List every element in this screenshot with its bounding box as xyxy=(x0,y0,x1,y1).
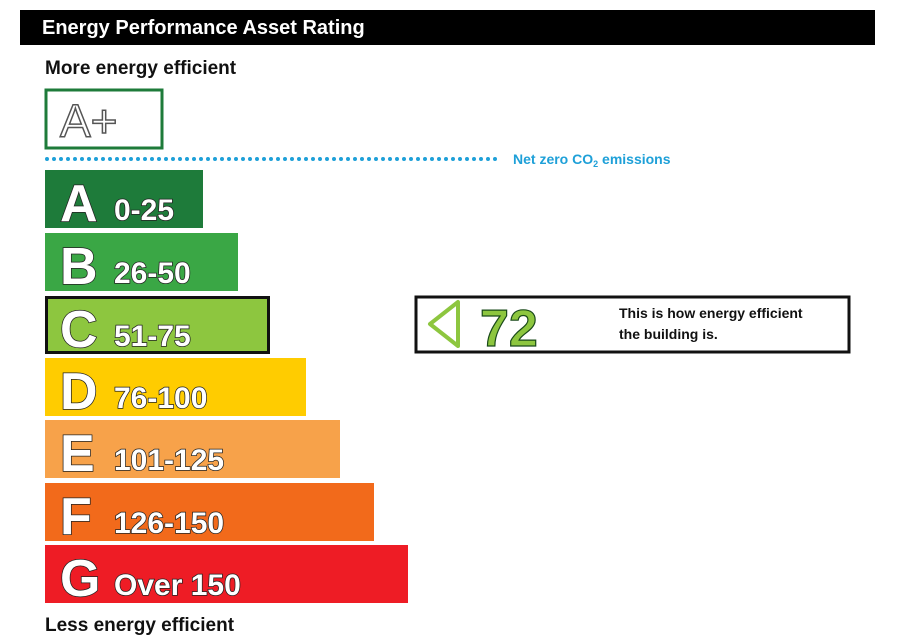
band-letter: B xyxy=(60,238,98,296)
band-letter: G xyxy=(60,550,100,608)
band-bar xyxy=(45,545,408,603)
band-range: 126-150 xyxy=(114,507,224,540)
band-range: 26-50 xyxy=(114,257,191,290)
net-zero-suffix: emissions xyxy=(598,151,671,167)
band-bar xyxy=(45,358,306,416)
net-zero-subscript: 2 xyxy=(593,159,598,169)
band-range: Over 150 xyxy=(114,569,241,602)
band-letter: A xyxy=(60,175,98,233)
band-bar xyxy=(45,170,203,228)
bottom-label: Less energy efficient xyxy=(45,615,235,636)
band-range: 0-25 xyxy=(114,194,174,227)
band-letter: E xyxy=(60,425,95,483)
band-letter: D xyxy=(60,363,98,421)
a-plus-label: A+ xyxy=(60,95,118,147)
band-letter: C xyxy=(60,301,98,359)
band-bar xyxy=(45,420,340,478)
title-bar xyxy=(20,10,875,45)
rating-text: the building is. xyxy=(619,326,718,342)
rating-box xyxy=(414,295,851,354)
band-bar xyxy=(45,483,374,541)
a-plus-box xyxy=(44,88,164,150)
band-range: 76-100 xyxy=(114,382,207,415)
band-range: 101-125 xyxy=(114,444,224,477)
rating-text: This is how energy efficient xyxy=(619,305,803,321)
bands: A 0-25 B 26-50 C 51-75 D 76-100 E 101-125 F 126-150… xyxy=(45,170,408,609)
band-range: 51-75 xyxy=(114,320,191,353)
rating-value: 72 xyxy=(480,300,538,358)
rating-arrow xyxy=(428,300,460,348)
band-letter: F xyxy=(60,488,92,546)
net-zero-label: Net zero CO2 emissions xyxy=(513,151,671,169)
title: Energy Performance Asset Rating xyxy=(42,17,365,39)
top-label: More energy efficient xyxy=(45,58,237,79)
net-zero-prefix: Net zero CO xyxy=(513,151,593,167)
band-bar xyxy=(45,296,270,354)
band-bar xyxy=(45,233,238,291)
